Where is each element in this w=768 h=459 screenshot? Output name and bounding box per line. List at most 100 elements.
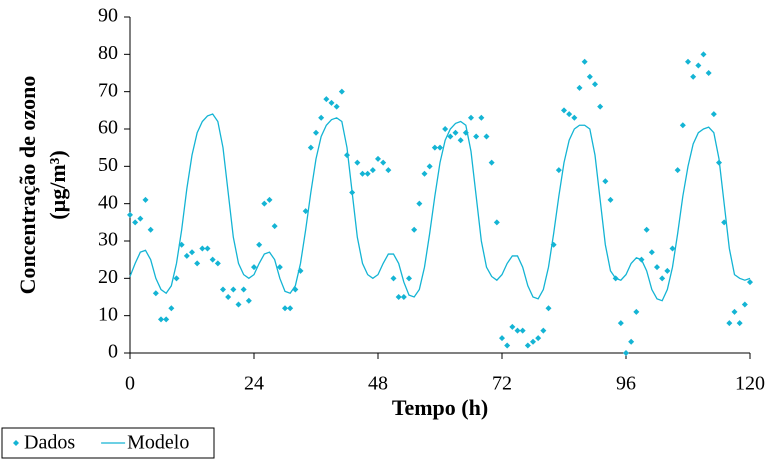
data-point — [127, 211, 133, 218]
data-point — [142, 196, 149, 203]
data-point — [282, 305, 288, 312]
data-point — [731, 308, 738, 315]
data-point — [493, 219, 500, 226]
data-point — [421, 170, 428, 177]
data-point — [183, 252, 190, 259]
data-point — [431, 144, 438, 151]
data-point — [695, 62, 702, 69]
data-point — [633, 308, 640, 315]
data-point — [230, 286, 237, 293]
data-point — [437, 144, 443, 151]
data-point — [354, 159, 361, 166]
data-point — [364, 170, 371, 177]
data-point — [276, 264, 283, 271]
data-point — [385, 167, 392, 174]
data-point — [380, 159, 387, 166]
data-point — [137, 215, 144, 222]
data-point — [540, 327, 547, 334]
data-point — [189, 249, 195, 256]
data-point — [726, 320, 733, 327]
y-tick-label: 0 — [108, 341, 118, 363]
data-point — [158, 316, 164, 323]
data-point — [685, 58, 691, 65]
data-point — [199, 245, 206, 252]
data-point — [214, 260, 221, 267]
data-point — [168, 305, 175, 312]
data-point — [271, 223, 278, 230]
data-point — [416, 200, 423, 207]
data-point — [442, 126, 449, 132]
x-axis-label: Tempo (h) — [392, 395, 488, 420]
data-point — [400, 294, 407, 300]
data-point — [204, 245, 211, 252]
data-point — [163, 316, 170, 323]
y-tick-label: 70 — [98, 79, 118, 101]
data-point — [679, 122, 686, 129]
data-point — [592, 81, 598, 88]
data-point — [741, 301, 748, 308]
data-point — [209, 256, 216, 263]
data-point — [375, 155, 381, 162]
data-point — [659, 275, 666, 282]
data-point — [390, 275, 397, 282]
data-point — [499, 335, 505, 342]
x-tick-label: 48 — [368, 373, 388, 395]
data-point — [411, 226, 418, 233]
legend-label: Modelo — [127, 432, 189, 454]
data-point — [710, 111, 717, 118]
data-point — [261, 200, 268, 207]
data-point — [369, 167, 376, 174]
data-point — [307, 144, 314, 151]
data-point — [664, 267, 671, 274]
data-point — [530, 338, 536, 345]
data-point — [669, 245, 676, 252]
data-point — [561, 107, 567, 114]
data-point — [395, 294, 402, 300]
model-line — [129, 113, 751, 302]
data-point — [586, 73, 593, 80]
data-point — [602, 178, 609, 185]
data-point — [648, 249, 655, 256]
x-tick-label: 96 — [616, 373, 636, 395]
data-point — [478, 114, 485, 121]
data-point — [736, 320, 743, 327]
data-point — [256, 241, 263, 248]
data-point — [359, 170, 366, 177]
data-point — [473, 133, 480, 140]
data-point — [628, 338, 635, 345]
data-point — [457, 137, 464, 144]
data-point — [468, 114, 474, 121]
data-point — [302, 208, 309, 215]
data-point — [623, 350, 629, 356]
data-point — [251, 264, 257, 271]
data-point — [700, 51, 707, 58]
data-point — [690, 73, 697, 80]
data-point — [328, 99, 335, 106]
data-point — [597, 103, 604, 110]
data-point — [338, 88, 345, 95]
y-tick-label: 20 — [98, 266, 118, 288]
y-tick-label: 80 — [98, 42, 118, 64]
y-axis-label: Concentração de ozono — [15, 76, 40, 295]
x-tick-label: 120 — [735, 373, 765, 395]
x-tick-label: 0 — [125, 373, 135, 395]
x-tick-label: 72 — [492, 373, 512, 395]
data-point — [447, 133, 454, 140]
data-point — [643, 226, 650, 233]
data-point — [545, 305, 552, 312]
data-point — [318, 114, 325, 121]
data-point — [514, 327, 521, 334]
data-point — [266, 196, 273, 203]
data-point — [581, 58, 588, 65]
data-point — [566, 111, 573, 118]
data-point — [483, 133, 490, 140]
data-point — [617, 320, 624, 327]
data-point — [488, 159, 495, 166]
y-tick-label: 50 — [98, 154, 118, 176]
data-point — [245, 297, 252, 304]
legend-marker — [13, 440, 19, 446]
y-tick-label: 40 — [98, 191, 118, 213]
x-tick-label: 24 — [244, 373, 264, 395]
